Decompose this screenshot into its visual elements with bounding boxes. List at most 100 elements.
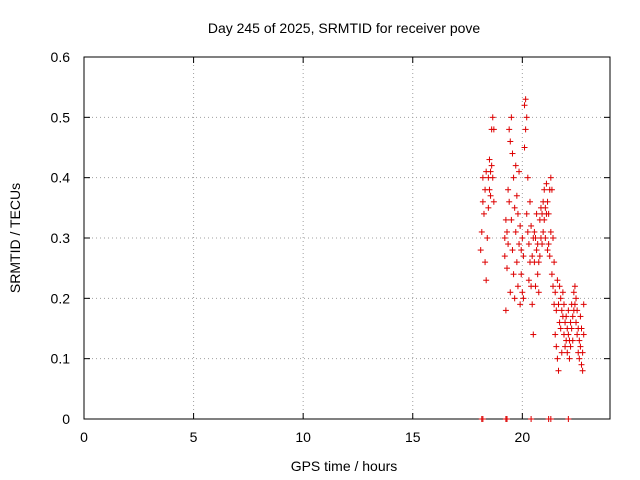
y-tick-label: 0.2 (51, 290, 71, 306)
data-point (521, 144, 528, 151)
data-point (533, 247, 540, 254)
x-tick-label: 5 (190, 429, 198, 445)
data-point (501, 235, 508, 241)
data-point (512, 162, 519, 169)
data-point (516, 168, 523, 175)
data-point (513, 192, 520, 199)
data-point (571, 283, 578, 290)
data-point (536, 253, 543, 260)
data-point (540, 228, 547, 235)
data-point (477, 247, 484, 254)
data-point (508, 216, 515, 223)
data-point (513, 259, 520, 266)
data-point (527, 198, 534, 205)
chart-title: Day 245 of 2025, SRMTID for receiver pov… (208, 20, 481, 36)
data-point (523, 114, 530, 121)
data-point (521, 102, 528, 109)
data-point (560, 301, 567, 308)
data-point (546, 253, 553, 260)
data-point (553, 307, 560, 314)
data-point (574, 307, 581, 314)
data-point (502, 307, 509, 314)
data-point (562, 343, 569, 350)
data-point (577, 343, 584, 350)
data-point (567, 319, 574, 326)
data-point (574, 331, 581, 338)
data-point (502, 216, 509, 223)
data-point (514, 283, 521, 290)
data-point (579, 349, 586, 356)
data-point (503, 265, 510, 272)
data-point (550, 235, 557, 241)
y-axis-label: SRMTID / TECUs (7, 183, 23, 293)
data-point (531, 228, 538, 235)
data-point (507, 138, 514, 145)
data-point (486, 186, 493, 193)
data-point (518, 247, 525, 254)
data-point (530, 331, 537, 338)
data-point (509, 150, 516, 157)
data-point (554, 277, 561, 284)
data-point (480, 210, 487, 217)
y-tick-label: 0.4 (51, 170, 71, 186)
data-point (558, 349, 565, 356)
data-point (534, 271, 541, 278)
data-point (548, 271, 555, 278)
data-point (483, 277, 490, 284)
data-point (557, 325, 564, 332)
data-point (478, 228, 485, 235)
data-point (569, 337, 576, 344)
data-point (505, 186, 512, 193)
data-point (541, 186, 548, 193)
data-point (525, 277, 532, 284)
data-point (503, 416, 510, 422)
data-point (570, 289, 577, 296)
data-point (562, 319, 569, 326)
data-point (577, 313, 584, 320)
data-point (535, 259, 542, 266)
data-point (545, 210, 552, 217)
data-point (556, 283, 563, 290)
data-point (578, 325, 585, 332)
data-point (576, 337, 583, 344)
data-point (505, 241, 512, 248)
data-point (552, 331, 559, 338)
data-point (568, 325, 575, 332)
data-point (489, 174, 496, 181)
data-point (485, 204, 492, 211)
data-point (520, 295, 527, 302)
data-point (525, 241, 532, 248)
data-point (564, 349, 571, 356)
x-tick-label: 10 (295, 429, 311, 445)
x-tick-label: 0 (80, 429, 88, 445)
data-point (529, 253, 536, 260)
data-point (479, 416, 486, 422)
data-point (524, 228, 531, 235)
data-point (580, 331, 587, 338)
data-point (563, 313, 570, 320)
data-point (490, 126, 497, 133)
data-point (555, 301, 562, 308)
data-point (565, 307, 572, 314)
data-point (520, 253, 527, 260)
data-point (571, 301, 578, 308)
data-point (522, 96, 529, 103)
data-point (503, 228, 510, 235)
data-point (559, 289, 566, 296)
y-tick-label: 0.6 (51, 49, 71, 65)
data-point (543, 180, 550, 187)
x-axis-label: GPS time / hours (291, 458, 398, 474)
data-point (573, 295, 580, 302)
data-points (477, 96, 587, 422)
data-point (550, 283, 557, 290)
data-point (532, 283, 539, 290)
data-point (517, 222, 524, 229)
data-point (529, 301, 536, 308)
data-point (548, 186, 555, 193)
data-point (510, 174, 517, 181)
data-point (545, 241, 552, 248)
data-point (539, 241, 546, 248)
data-point (576, 355, 583, 362)
y-tick-label: 0.5 (51, 109, 71, 125)
